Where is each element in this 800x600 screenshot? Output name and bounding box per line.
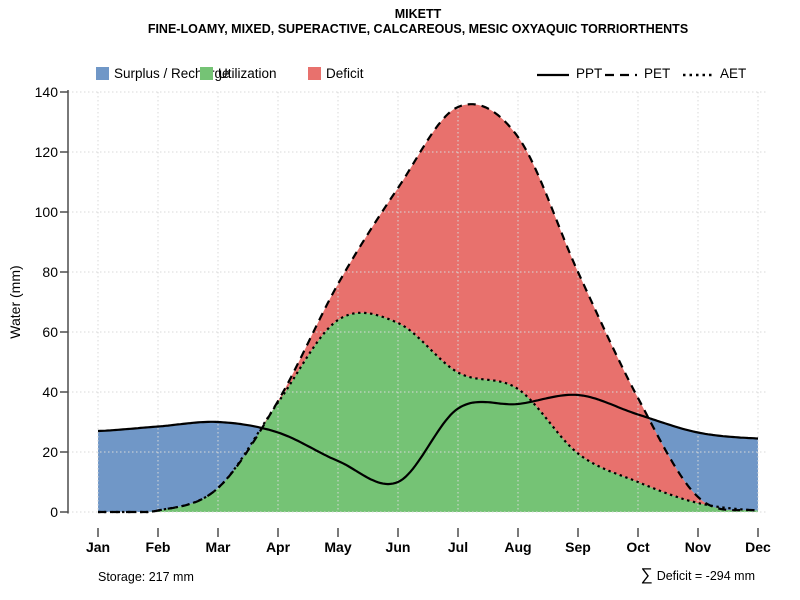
aet-line-sample	[682, 68, 718, 81]
month-label: Aug	[504, 539, 532, 555]
utilization-swatch	[200, 67, 213, 80]
month-label: Jul	[447, 539, 469, 555]
ppt-legend-label: PPT	[576, 66, 603, 81]
plot-fill-areas	[98, 104, 758, 512]
deficit-annotation: ∑ Deficit = -294 mm	[641, 565, 755, 585]
deficit-legend-label: Deficit	[326, 66, 364, 81]
month-label: May	[324, 539, 352, 555]
month-label: Mar	[205, 539, 231, 555]
deficit-annotation-text: Deficit = -294 mm	[656, 569, 755, 583]
y-tick-label: 140	[34, 84, 58, 100]
plot-axes	[60, 90, 759, 537]
y-tick-label: 60	[42, 324, 58, 340]
plot-curves	[97, 103, 759, 514]
month-label: Nov	[684, 539, 712, 555]
month-label: Jan	[85, 539, 111, 555]
chart-title: MIKETT	[394, 7, 442, 21]
y-tick-label: 80	[42, 264, 58, 280]
pet-legend-label: PET	[644, 66, 671, 81]
y-tick-label: 20	[42, 444, 58, 460]
aet-legend-label: AET	[720, 66, 747, 81]
month-label: Oct	[626, 539, 650, 555]
y-tick-label: 40	[42, 384, 58, 400]
y-tick-label: 100	[34, 204, 58, 220]
y-tick-label: 120	[34, 144, 58, 160]
month-label: Sep	[565, 539, 591, 555]
ppt-line-sample	[536, 68, 572, 81]
y-axis-title: Water (mm)	[7, 265, 23, 339]
deficit-swatch	[308, 67, 321, 80]
utilization-legend-label: Utilization	[218, 66, 277, 81]
month-label: Apr	[265, 539, 291, 555]
surplus-recharge-swatch	[96, 67, 109, 80]
plot-gridlines	[68, 91, 766, 513]
chart-subtitle: FINE-LOAMY, MIXED, SUPERACTIVE, CALCAREO…	[147, 22, 689, 36]
storage-annotation: Storage: 217 mm	[98, 570, 194, 584]
month-label: Jun	[385, 539, 411, 555]
pet-line-sample	[604, 68, 640, 81]
y-tick-label: 0	[50, 504, 58, 520]
month-label: Dec	[745, 539, 771, 555]
sigma-icon: ∑	[640, 565, 653, 584]
month-label: Feb	[145, 539, 171, 555]
